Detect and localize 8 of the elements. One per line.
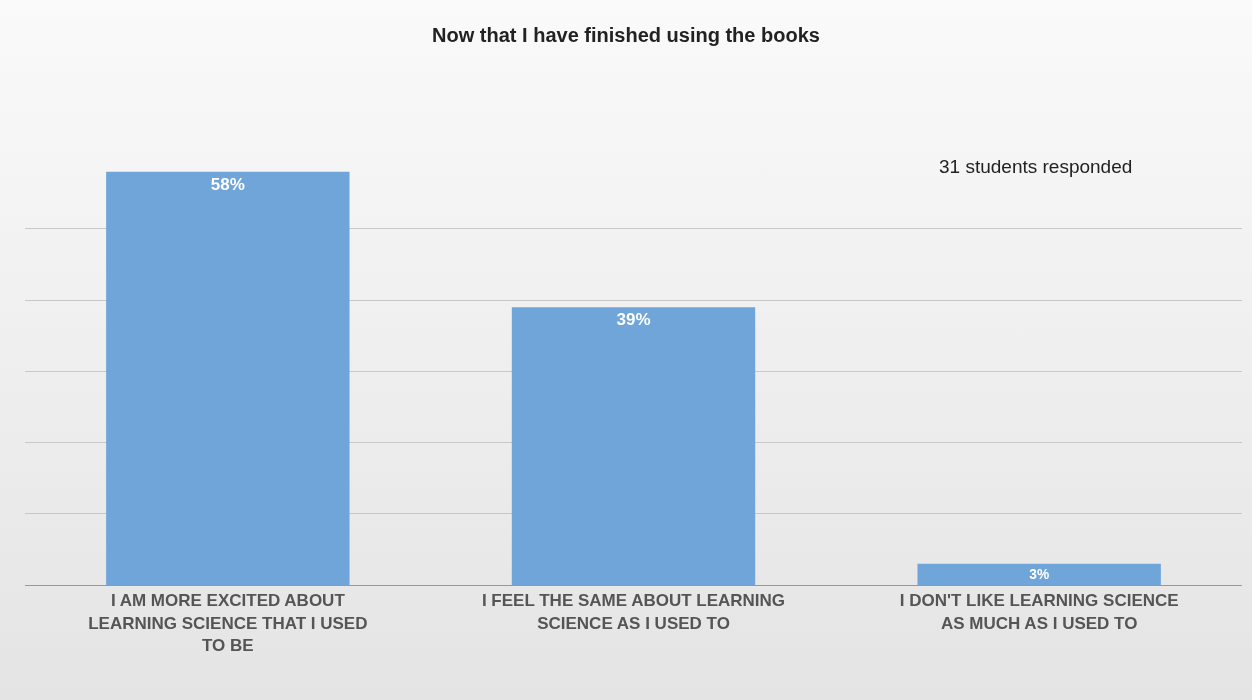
chart-title: Now that I have finished using the books xyxy=(432,24,820,46)
data-label: 58% xyxy=(210,174,245,194)
x-tick-label: I DON'T LIKE LEARNING SCIENCE AS MUCH AS I USED TO xyxy=(899,591,1179,633)
data-label: 3% xyxy=(1029,566,1050,582)
x-tick-label: I FEEL THE SAME ABOUT LEARNING SCIENCE AS I USED TO xyxy=(481,591,786,633)
data-label: 39% xyxy=(616,310,651,330)
x-tick-label: I AM MORE EXCITED ABOUT LEARNING SCIENCE THAT I USED TO BE xyxy=(88,591,368,655)
annotation: 31 students responded xyxy=(939,156,1133,177)
